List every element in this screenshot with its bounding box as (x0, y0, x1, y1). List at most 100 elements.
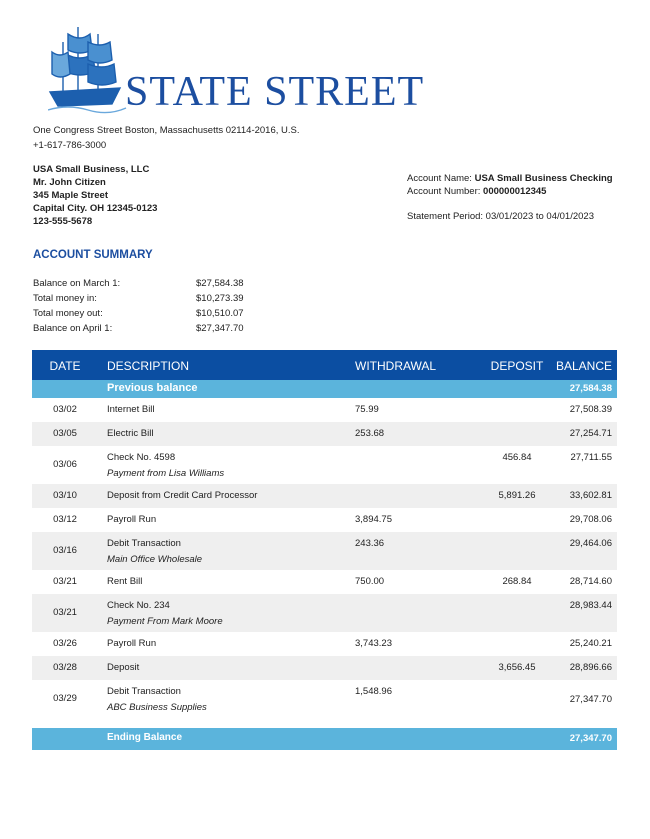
description: Payroll Run (107, 514, 157, 525)
column-header: DESCRIPTION (107, 359, 190, 373)
balance: 28,714.60 (569, 576, 612, 587)
column-header: DEPOSIT (490, 359, 544, 373)
label: Account Name: (407, 173, 472, 184)
deposit: 268.84 (502, 576, 532, 587)
balance: 27,254.71 (569, 428, 612, 439)
value: USA Small Business Checking (474, 173, 613, 184)
balance: 29,708.06 (569, 514, 612, 525)
withdrawal: 253.68 (355, 428, 385, 439)
customer-line: Mr. John Citizen (33, 177, 106, 188)
date: 03/10 (53, 490, 77, 501)
balance: 27,508.39 (569, 404, 612, 415)
transaction-row: 03/28 Deposit 3,656.45 28,896.66 (32, 656, 617, 680)
description: Check No. 4598 (107, 452, 176, 463)
date: 03/21 (53, 607, 77, 618)
withdrawal: 243.36 (355, 538, 385, 549)
description: Deposit from Credit Card Processor (107, 490, 258, 501)
account-info: Account Name: USA Small Business Checkin… (407, 172, 613, 223)
transaction-row: 03/12 Payroll Run 3,894.75 29,708.06 (32, 508, 617, 532)
ending-balance-row: Ending Balance 27,347.70 (32, 728, 617, 750)
summary-label: Total money out: (33, 308, 103, 319)
customer-line: 345 Maple Street (33, 190, 108, 201)
balance: 29,464.06 (569, 538, 612, 549)
description-note: Main Office Wholesale (107, 554, 203, 565)
date: 03/16 (53, 545, 77, 556)
date: 03/29 (53, 693, 77, 704)
withdrawal: 3,743.23 (355, 638, 392, 649)
balance: 28,896.66 (569, 662, 612, 673)
summary-title: ACCOUNT SUMMARY (33, 249, 153, 261)
withdrawal: 750.00 (355, 576, 385, 587)
description-note: ABC Business Supplies (107, 702, 207, 713)
description: Electric Bill (107, 428, 154, 439)
description: Debit Transaction (107, 686, 181, 697)
label: Account Number: (407, 186, 481, 197)
column-header: WITHDRAWAL (355, 359, 437, 373)
withdrawal: 3,894.75 (355, 514, 392, 525)
summary-row: Total money out: $10,510.07 (33, 306, 293, 321)
column-header: BALANCE (555, 359, 612, 373)
deposit: 3,656.45 (498, 662, 536, 673)
customer-line: Capital City. OH 12345-0123 (33, 203, 158, 214)
description-note: Payment from Lisa Williams (107, 468, 225, 479)
date: 03/06 (53, 459, 77, 470)
description-note: Payment From Mark Moore (107, 616, 223, 627)
description: Payroll Run (107, 638, 157, 649)
summary-label: Balance on March 1: (33, 278, 121, 289)
transaction-row: 03/29 Debit Transaction ABC Business Suppl… (32, 680, 617, 718)
spacer (32, 718, 617, 728)
summary-value: $27,584.38 (196, 278, 244, 289)
balance: 25,240.21 (569, 638, 612, 649)
column-header: DATE (49, 359, 81, 373)
customer-line: 123-555-5678 (33, 216, 93, 227)
date: 03/02 (53, 404, 77, 415)
summary-row: Total money in: $10,273.39 (33, 291, 293, 306)
summary-row: Balance on March 1: $27,584.38 (33, 276, 293, 291)
balance: 33,602.81 (569, 490, 612, 501)
withdrawal: 1,548.96 (355, 686, 392, 697)
summary-value: $27,347.70 (196, 323, 244, 334)
summary-label: Total money in: (33, 293, 97, 304)
transaction-row: 03/16 Debit Transaction Main Office Wholes… (32, 532, 617, 570)
description: Rent Bill (107, 576, 143, 587)
transaction-row: 03/26 Payroll Run 3,743.23 25,240.21 (32, 632, 617, 656)
transaction-row: 03/21 Rent Bill 750.00 268.84 28,714.60 (32, 570, 617, 594)
summary-value: $10,273.39 (196, 293, 244, 304)
transaction-row: 03/21 Check No. 234 Payment From Mark Moor… (32, 594, 617, 632)
account-number: Account Number: 000000012345 (407, 185, 613, 198)
description: Deposit (107, 662, 140, 673)
transaction-row: 03/10 Deposit from Credit Card Processor 5… (32, 484, 617, 508)
ship-logo (48, 27, 127, 114)
deposit: 456.84 (502, 452, 532, 463)
withdrawal: 75.99 (355, 404, 379, 415)
date: 03/21 (53, 576, 77, 587)
previous-balance-row: Previous balance 27,584.38 (32, 380, 617, 398)
transactions-table: DATE DESCRIPTION WITHDRAWAL DEPOSIT BALANCE P… (32, 350, 617, 750)
balance: 28,983.44 (569, 600, 612, 611)
band-balance: 27,347.70 (569, 733, 612, 744)
balance: 27,347.70 (569, 694, 612, 705)
transaction-row: 03/02 Internet Bill 75.99 27,508.39 (32, 398, 617, 422)
description: Debit Transaction (107, 538, 181, 549)
date: 03/12 (53, 514, 77, 525)
customer-block: USA Small Business, LLC Mr. John Citizen 3… (33, 163, 157, 228)
address-line: One Congress Street Boston, Massachusett… (33, 125, 300, 136)
balance: 27,711.55 (570, 452, 612, 463)
summary-value: $10,510.07 (196, 308, 244, 319)
table-header: DATE DESCRIPTION WITHDRAWAL DEPOSIT BALANCE (32, 350, 617, 380)
account-name: Account Name: USA Small Business Checkin… (407, 172, 613, 185)
date: 03/05 (53, 428, 77, 439)
band-balance: 27,584.38 (569, 383, 612, 394)
address-line: +1-617-786-3000 (33, 140, 107, 151)
band-label: Ending Balance (107, 732, 183, 743)
summary-label: Balance on April 1: (33, 323, 113, 334)
date: 03/26 (53, 638, 77, 649)
summary-row: Balance on April 1: $27,347.70 (33, 321, 293, 336)
summary: Balance on March 1: $27,584.38 Total money… (33, 276, 293, 336)
deposit: 5,891.26 (498, 490, 536, 501)
date: 03/28 (53, 662, 77, 673)
address: One Congress Street Boston, Massachusett… (33, 123, 300, 153)
value: 000000012345 (483, 186, 547, 197)
band-label: Previous balance (107, 382, 198, 394)
